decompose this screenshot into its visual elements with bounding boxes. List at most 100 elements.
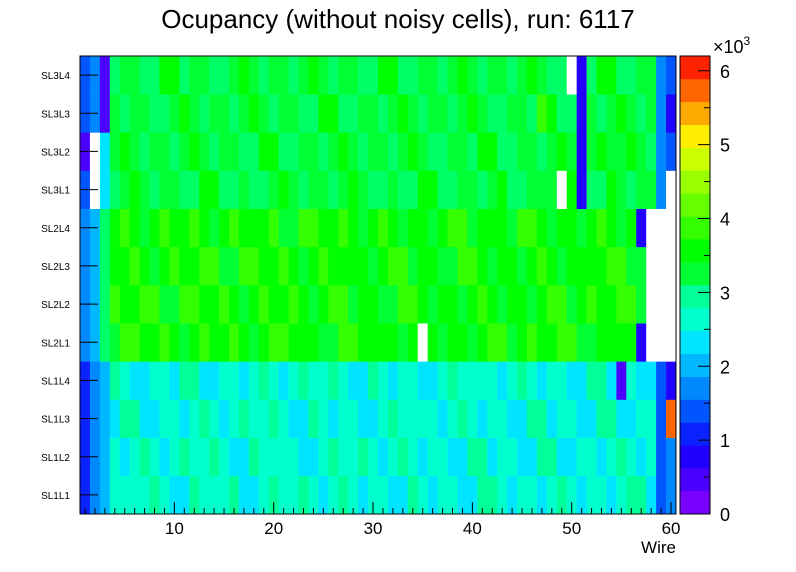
heatmap-cell bbox=[517, 246, 528, 286]
heatmap-cell bbox=[636, 399, 647, 438]
heatmap-cell bbox=[477, 208, 488, 248]
heatmap-cell bbox=[278, 475, 289, 515]
heatmap-cell bbox=[199, 475, 210, 515]
heatmap-cell bbox=[348, 94, 359, 133]
heatmap-cell bbox=[278, 399, 289, 438]
heatmap-cell bbox=[308, 208, 319, 248]
heatmap-cell bbox=[258, 246, 270, 286]
heatmap-cell bbox=[646, 361, 657, 400]
heatmap-cell bbox=[437, 246, 448, 286]
heatmap-cell bbox=[427, 170, 438, 209]
heatmap-cell bbox=[596, 170, 607, 209]
heatmap-cell bbox=[338, 56, 349, 95]
heatmap-cell bbox=[229, 361, 240, 400]
heatmap-cell bbox=[507, 323, 518, 362]
heatmap-cell bbox=[407, 285, 419, 324]
heatmap-cell bbox=[606, 437, 617, 477]
heatmap-cell bbox=[308, 170, 319, 209]
heatmap-cell bbox=[169, 246, 180, 286]
heatmap-cell bbox=[437, 285, 448, 324]
heatmap-cell bbox=[576, 475, 587, 515]
heatmap-cell bbox=[606, 246, 617, 286]
heatmap-cell bbox=[576, 399, 587, 438]
heatmap-cell bbox=[99, 56, 111, 95]
heatmap-cell bbox=[248, 132, 260, 171]
heatmap-cell bbox=[566, 132, 577, 171]
heatmap-cell bbox=[536, 361, 548, 400]
colorbar-swatch bbox=[680, 353, 710, 377]
heatmap-cell bbox=[149, 94, 160, 133]
y-tick-label: SL1L2 bbox=[41, 453, 70, 464]
heatmap-cell bbox=[646, 437, 657, 477]
heatmap-cell bbox=[636, 208, 647, 248]
heatmap-cell bbox=[219, 437, 230, 477]
heatmap-cell bbox=[566, 246, 577, 286]
heatmap-cell bbox=[189, 399, 200, 438]
heatmap-cell bbox=[467, 246, 478, 286]
heatmap-cell bbox=[219, 285, 230, 324]
heatmap-cell bbox=[487, 285, 498, 324]
heatmap-cell bbox=[308, 94, 319, 133]
heatmap-cell bbox=[268, 170, 279, 209]
colorbar-tick-label: 0 bbox=[720, 505, 730, 525]
heatmap-cell bbox=[199, 94, 210, 133]
heatmap-cell bbox=[129, 285, 140, 324]
heatmap-cell bbox=[417, 323, 428, 362]
heatmap-cell bbox=[298, 170, 309, 209]
heatmap-cell bbox=[179, 132, 190, 171]
heatmap-cell bbox=[457, 94, 468, 133]
heatmap-cell bbox=[646, 56, 657, 95]
heatmap-cell bbox=[378, 323, 389, 362]
heatmap-cell bbox=[358, 246, 369, 286]
heatmap-cell bbox=[527, 208, 538, 248]
heatmap-cell bbox=[646, 285, 657, 324]
heatmap-cell bbox=[586, 94, 597, 133]
heatmap-cell bbox=[407, 56, 419, 95]
heatmap-cell bbox=[358, 361, 369, 400]
heatmap-cell bbox=[268, 475, 279, 515]
heatmap-cell bbox=[666, 323, 677, 362]
heatmap-cell bbox=[378, 285, 389, 324]
heatmap-cell bbox=[318, 323, 329, 362]
heatmap-cell bbox=[298, 208, 309, 248]
heatmap-cell bbox=[368, 246, 379, 286]
heatmap-cell bbox=[457, 475, 468, 515]
heatmap-cell bbox=[417, 475, 428, 515]
heatmap-cell bbox=[656, 208, 667, 248]
heatmap-cell bbox=[566, 475, 577, 515]
heatmap-cell bbox=[556, 246, 568, 286]
heatmap-cell bbox=[348, 246, 359, 286]
heatmap-cell bbox=[397, 246, 409, 286]
heatmap-cell bbox=[308, 361, 319, 400]
heatmap-cell bbox=[209, 170, 220, 209]
heatmap-cell bbox=[586, 170, 597, 209]
heatmap-cell bbox=[646, 94, 657, 133]
heatmap-cell bbox=[656, 56, 667, 95]
heatmap-cell bbox=[576, 208, 587, 248]
heatmap-cell bbox=[328, 399, 339, 438]
heatmap-cell bbox=[308, 399, 319, 438]
heatmap-cells bbox=[80, 56, 677, 515]
heatmap-cell bbox=[387, 437, 399, 477]
heatmap-cell bbox=[666, 475, 677, 515]
heatmap-cell bbox=[487, 170, 498, 209]
heatmap-cell bbox=[378, 208, 389, 248]
heatmap-cell bbox=[139, 399, 150, 438]
heatmap-cell bbox=[308, 285, 319, 324]
heatmap-cell bbox=[666, 56, 677, 95]
heatmap-cell bbox=[219, 399, 230, 438]
heatmap-cell bbox=[288, 170, 299, 209]
heatmap-cell bbox=[616, 399, 627, 438]
chart-title: Ocupancy (without noisy cells), run: 611… bbox=[161, 4, 635, 34]
heatmap-cell bbox=[437, 323, 448, 362]
heatmap-cell bbox=[348, 323, 359, 362]
heatmap-cell bbox=[546, 437, 558, 477]
heatmap-cell bbox=[536, 475, 548, 515]
heatmap-cell bbox=[666, 94, 677, 133]
colorbar-tick-label: 4 bbox=[720, 210, 730, 230]
heatmap-cell bbox=[288, 56, 299, 95]
heatmap-cell bbox=[636, 361, 647, 400]
heatmap-cell bbox=[209, 475, 220, 515]
heatmap-cell bbox=[129, 437, 140, 477]
heatmap-cell bbox=[556, 94, 568, 133]
